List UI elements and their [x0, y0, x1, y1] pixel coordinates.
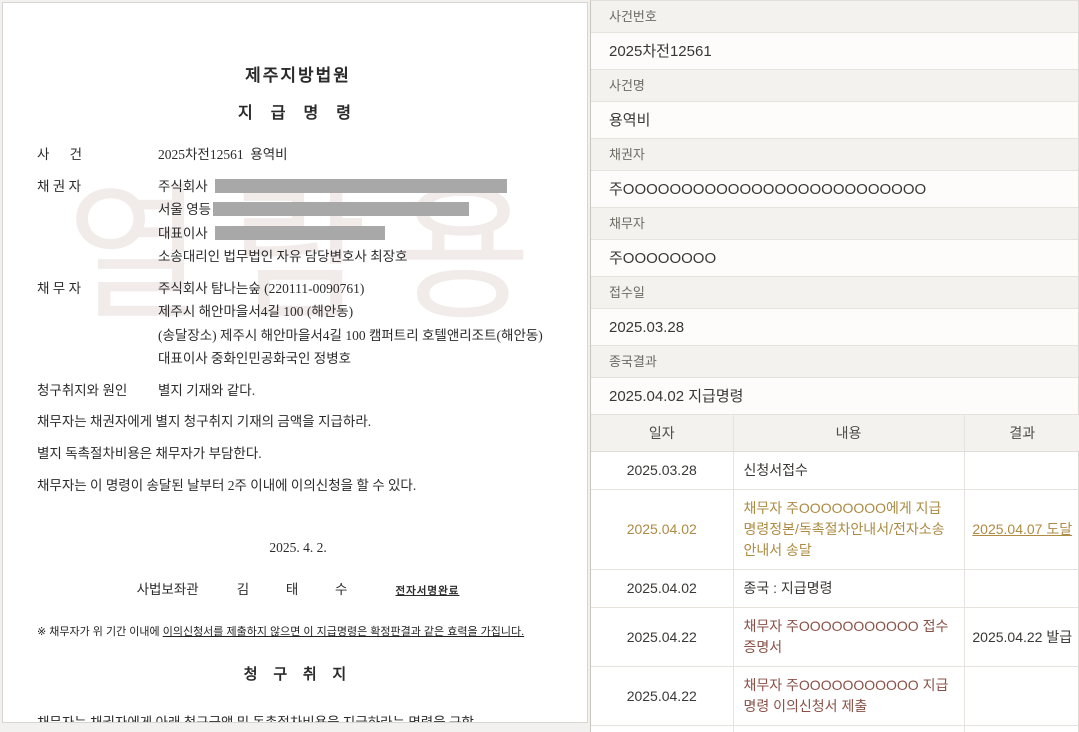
court-document-page: 열람용 제주지방법원 지 급 명 령 사 건 2025차전12561 용역비 채 …: [2, 2, 588, 723]
info-value-debtor: 주OOOOOOOO: [591, 240, 1078, 277]
header-content: 내용: [732, 415, 964, 452]
debtor-field-label: 채 무 자: [37, 281, 82, 297]
history-date: 2025.04.02: [591, 489, 733, 570]
info-label-case-name: 사건명: [591, 70, 1078, 102]
officer-title: 사법보좌관: [136, 582, 199, 597]
debtor-address-line: 제주시 해안마을서4길 100 (해안동): [158, 304, 354, 320]
claim-section-title: 청 구 취 지: [243, 666, 353, 683]
header-date: 일자: [591, 415, 733, 452]
history-row-receipt-certificate: 2025.04.22 채무자 주OOOOOOOOOOO 접수증명서 2025.0…: [591, 607, 1079, 667]
history-content: 채무자 주OOOOOOOOOOO 지급명령 이의신청서 제출: [732, 666, 964, 726]
history-row-application-received: 2025.03.28 신청서접수: [591, 451, 1079, 490]
info-label-filing-date: 접수일: [591, 277, 1078, 309]
creditor-company-line: 주식회사: [158, 175, 559, 198]
order-text-line2: 별지 독촉절차비용은 채무자가 부담한다.: [37, 446, 262, 462]
document-preview-pane: 열람용 제주지방법원 지 급 명 령 사 건 2025차전12561 용역비 채 …: [2, 2, 588, 723]
history-content: 신청서접수: [732, 451, 964, 490]
history-content: 채무자 주OOOOOOOO에게 지급명령정본/독촉절차안내서/전자소송안내서 송…: [732, 489, 964, 570]
officer-name: 김 태 수: [236, 582, 358, 597]
info-value-case-number: 2025차전12561: [591, 33, 1078, 70]
delivery-result-link[interactable]: 2025.04.07 도달: [972, 521, 1073, 537]
history-row-final-order: 2025.04.02 종국 : 지급명령: [591, 569, 1079, 608]
case-history-table: 일자 내용 결과 2025.03.28 신청서접수 2025.04.02 채무자…: [591, 415, 1079, 732]
history-result: 2025.04.07 도달: [963, 489, 1079, 570]
order-date: 2025. 4. 2.: [269, 540, 327, 555]
case-field-value: 2025차전12561 용역비: [158, 147, 288, 162]
claim-section-body: 채무자는 채권자에게 아래 청구금액 및 독촉절차비용을 지급하라는 명령을 구…: [37, 714, 474, 723]
debtor-ceo-line: 대표이사 중화인민공화국인 정병호: [158, 350, 352, 366]
electronic-signature-stamp: 전자서명완료: [395, 585, 460, 597]
history-content: 채무자 주OOOOOOOOOOO 접수증명서: [732, 607, 964, 667]
history-date: 2025.04.22: [591, 607, 733, 667]
info-value-filing-date: 2025.03.28: [591, 309, 1078, 346]
case-info-panel: 사건번호 2025차전12561 사건명 용역비 채권자 주OOOOOOOOOO…: [590, 0, 1079, 732]
history-result: [963, 666, 1079, 726]
info-value-final-result: 2025.04.02 지급명령: [591, 378, 1078, 415]
history-result: [963, 451, 1079, 490]
history-row-dismissal-served: 2025.04.23 채무자 주OOOOOOOO에게 이의신청각하결정등본 송달…: [591, 725, 1079, 732]
court-name: 제주지방법원: [245, 66, 351, 85]
history-date: 2025.04.02: [591, 569, 733, 608]
debtor-service-address-line: (송달장소) 제주시 해안마을서4길 100 캠퍼트리 호텔앤리조트(해안동): [158, 327, 543, 343]
history-date: 2025.03.28: [591, 451, 733, 490]
creditor-field-label: 채 권 자: [37, 179, 82, 195]
redaction-bar: [213, 202, 470, 217]
history-date: 2025.04.22: [591, 666, 733, 726]
order-text-line3: 채무자는 이 명령이 송달된 날부터 2주 이내에 이의신청을 할 수 있다.: [37, 478, 417, 494]
history-row-order-served: 2025.04.02 채무자 주OOOOOOOO에게 지급명령정본/독촉절차안내…: [591, 489, 1079, 570]
document-link[interactable]: 채무자 주OOOOOOOOOOO 접수증명서: [743, 618, 949, 655]
redaction-bar: [214, 179, 507, 194]
purpose-field-value: 별지 기재와 같다.: [158, 382, 256, 398]
redaction-bar: [214, 225, 385, 240]
document-link[interactable]: 채무자 주OOOOOOOOOOO 지급명령 이의신청서 제출: [743, 677, 949, 714]
info-value-creditor: 주OOOOOOOOOOOOOOOOOOOOOOOOOO: [591, 171, 1078, 208]
purpose-field-label: 청구취지와 원인: [37, 382, 128, 398]
signature-row: 사법보좌관 김 태 수 전자서명완료: [37, 578, 559, 598]
order-text-line1: 채무자는 채권자에게 별지 청구취지 기재의 금액을 지급하라.: [37, 414, 372, 430]
history-result: 2025.05.01 0시 도달: [963, 725, 1079, 732]
finality-note: ※ 채무자가 위 기간 이내에 이의신청서를 제출하지 않으면 이 지급명령은 …: [37, 626, 525, 638]
info-value-case-name: 용역비: [591, 102, 1078, 139]
info-label-debtor: 채무자: [591, 208, 1078, 240]
creditor-ceo-line: 대표이사: [158, 222, 559, 245]
document-title: 지 급 명 령: [238, 105, 358, 122]
creditor-address-line: 서울 영등: [158, 198, 559, 221]
debtor-company-line: 주식회사 탐나는숲 (220111-0090761): [158, 281, 365, 297]
info-label-case-number: 사건번호: [591, 1, 1078, 33]
history-content: 채무자 주OOOOOOOO에게 이의신청각하결정등본 송달: [732, 725, 964, 732]
info-label-creditor: 채권자: [591, 139, 1078, 171]
document-link[interactable]: 채무자 주OOOOOOOO에게 지급명령정본/독촉절차안내서/전자소송안내서 송…: [743, 500, 945, 558]
creditor-attorney-line: 소송대리인 법무법인 자유 담당변호사 최장호: [158, 248, 408, 264]
history-date: 2025.04.23: [591, 725, 733, 732]
history-header-row: 일자 내용 결과: [591, 415, 1079, 452]
history-content: 종국 : 지급명령: [732, 569, 964, 608]
case-field-label: 사 건: [37, 147, 83, 162]
history-result: [963, 569, 1079, 608]
info-label-final-result: 종국결과: [591, 346, 1078, 378]
history-row-objection-filed: 2025.04.22 채무자 주OOOOOOOOOOO 지급명령 이의신청서 제…: [591, 666, 1079, 726]
header-result: 결과: [963, 415, 1079, 452]
history-result: 2025.04.22 발급: [963, 607, 1079, 667]
